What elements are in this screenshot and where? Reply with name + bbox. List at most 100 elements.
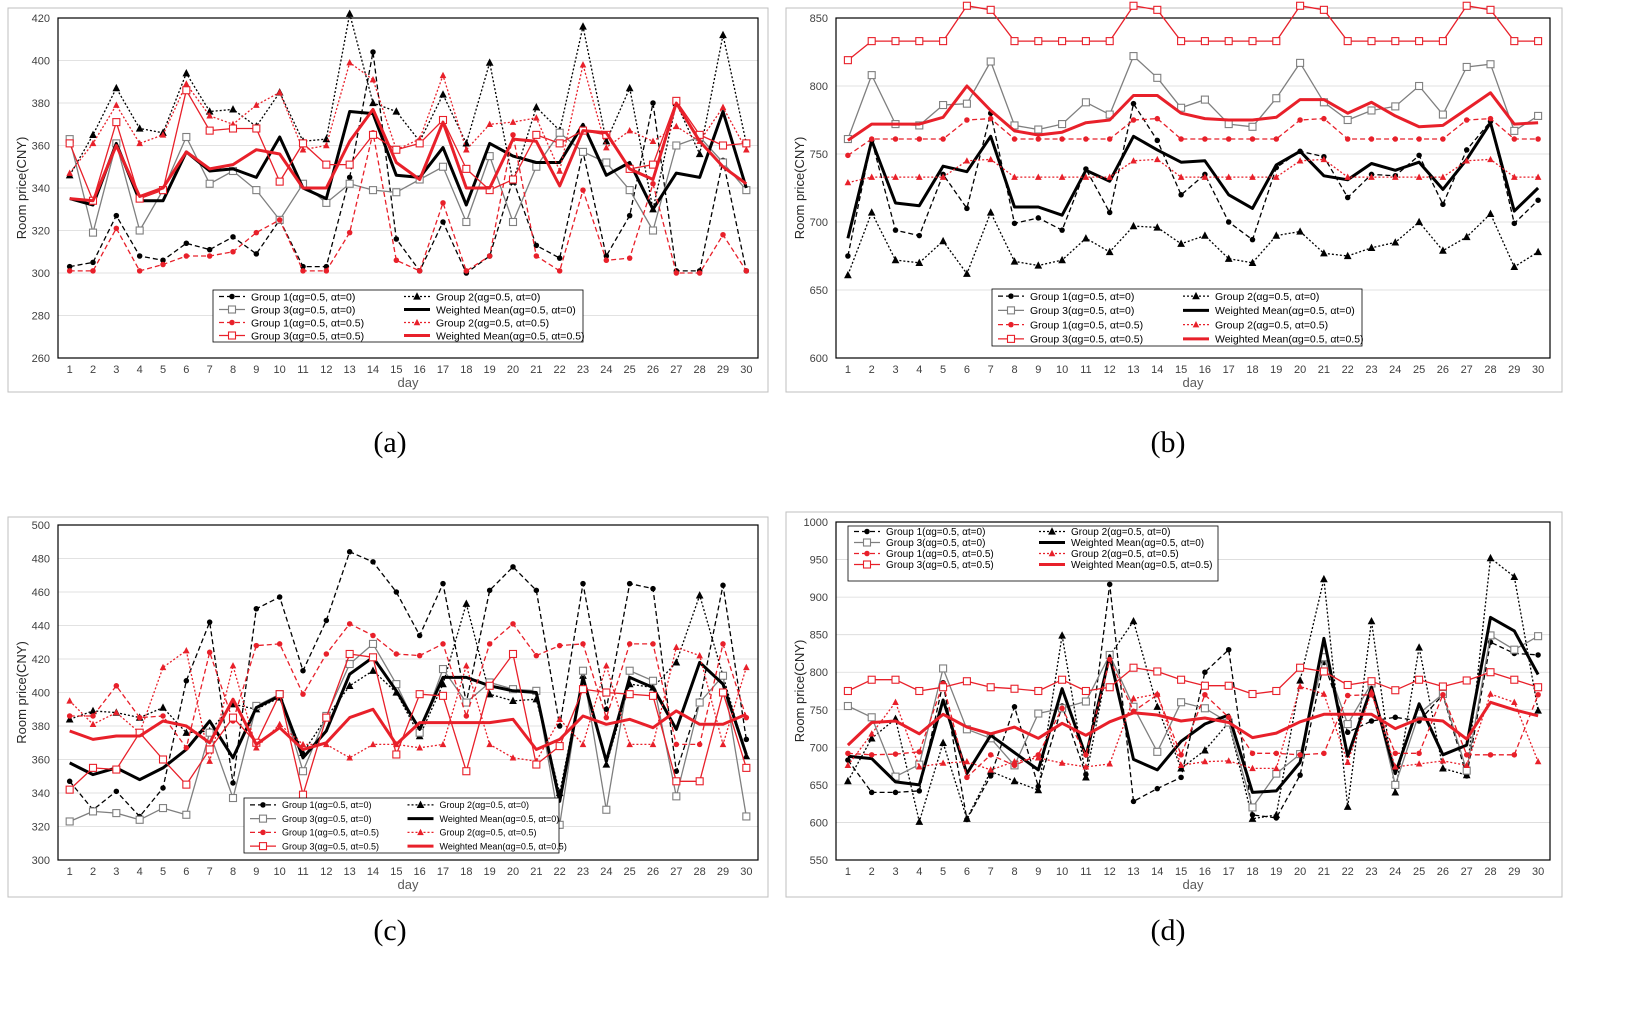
x-tick-label: 28 <box>1484 866 1496 878</box>
marker-triangle <box>1034 785 1043 794</box>
y-tick-label: 480 <box>32 554 50 566</box>
marker-square <box>65 785 74 794</box>
marker-dot <box>346 174 353 181</box>
marker-dot <box>720 232 726 238</box>
marker-dot <box>1368 718 1375 724</box>
marker-triangle <box>66 169 73 176</box>
marker-square <box>867 71 876 80</box>
x-tick-label: 28 <box>694 866 706 878</box>
marker-dot <box>533 253 540 259</box>
legend-box <box>991 288 1363 347</box>
legend-label: Group 2(αg=0.5, αt=0.5) <box>1215 319 1328 331</box>
marker-triangle <box>1415 643 1423 651</box>
marker-square <box>1177 675 1186 684</box>
panel-label: (b) <box>1151 426 1186 459</box>
marker-dot <box>1535 692 1541 698</box>
marker-dot <box>510 132 516 138</box>
series-line <box>69 697 747 751</box>
marker-triangle <box>182 728 191 736</box>
x-tick-label: 21 <box>1318 364 1330 376</box>
x-axis-label: day <box>398 877 419 892</box>
marker-square <box>1058 120 1067 129</box>
marker-square <box>891 37 900 46</box>
marker-square <box>205 745 214 754</box>
marker-triangle <box>1106 760 1113 767</box>
marker-square <box>578 666 588 675</box>
x-tick-label: 19 <box>484 866 496 878</box>
marker-dot <box>113 788 120 795</box>
marker-dot <box>346 549 353 555</box>
marker-triangle <box>868 173 875 180</box>
x-tick-label: 7 <box>988 364 994 376</box>
marker-dot <box>892 789 899 796</box>
marker-triangle <box>345 9 354 17</box>
marker-triangle <box>346 59 353 66</box>
marker-dot <box>650 100 656 106</box>
series-line <box>69 132 747 234</box>
marker-square <box>462 164 471 173</box>
marker-square <box>1534 683 1543 692</box>
marker-square <box>718 141 728 150</box>
marker-dot <box>1392 714 1399 721</box>
x-axis-label: day <box>398 375 419 390</box>
marker-dot <box>66 713 73 719</box>
marker-dot <box>160 785 166 791</box>
x-tick-label: 18 <box>1246 866 1258 878</box>
marker-square <box>252 124 261 133</box>
marker-triangle <box>439 740 447 748</box>
marker-dot <box>370 559 376 565</box>
marker-dot <box>183 240 190 246</box>
marker-dot <box>1249 136 1256 142</box>
marker-dot <box>1344 136 1351 142</box>
marker-square <box>205 728 214 737</box>
marker-dot <box>556 255 563 261</box>
marker-triangle <box>1106 173 1113 180</box>
marker-dot <box>603 253 610 259</box>
marker-triangle <box>915 258 924 266</box>
marker-square <box>648 676 658 685</box>
marker-square <box>555 139 564 148</box>
marker-dot <box>440 641 446 647</box>
marker-square <box>275 177 284 186</box>
x-tick-label: 10 <box>274 364 286 376</box>
marker-triangle <box>509 754 517 761</box>
marker-square <box>275 690 284 699</box>
marker-dot <box>1344 194 1351 201</box>
x-tick-label: 9 <box>253 866 259 878</box>
marker-square <box>1153 747 1162 756</box>
marker-triangle <box>89 706 97 715</box>
plot-area <box>57 524 759 861</box>
marker-triangle <box>672 658 681 666</box>
marker-dot <box>1297 752 1303 758</box>
x-tick-label: 16 <box>414 364 426 376</box>
marker-square <box>1058 675 1067 684</box>
marker-triangle <box>1320 690 1328 697</box>
x-tick-label: 9 <box>253 364 259 376</box>
x-tick-label: 5 <box>940 364 946 376</box>
series-group <box>65 9 751 276</box>
marker-dot <box>1059 227 1065 233</box>
x-tick-label: 25 <box>1413 364 1425 376</box>
marker-dot <box>229 293 235 300</box>
marker-dot <box>533 652 540 659</box>
marker-dot <box>845 253 851 259</box>
marker-square <box>1510 645 1519 654</box>
marker-triangle <box>1320 574 1328 583</box>
x-tick-label: 24 <box>1389 866 1401 878</box>
marker-square <box>986 683 995 692</box>
marker-triangle <box>1511 173 1518 180</box>
marker-dot <box>1083 752 1089 758</box>
marker-dot <box>580 187 586 193</box>
x-tick-label: 26 <box>647 866 659 878</box>
marker-square <box>322 160 331 169</box>
legend-label: Group 1(αg=0.5, αt=0) <box>886 527 985 538</box>
legend-label: Group 1(αg=0.5, αt=0.5) <box>251 317 364 329</box>
panel-label: (d) <box>1151 914 1186 947</box>
legend-label: Weighted Mean(αg=0.5, αt=0) <box>436 304 576 316</box>
marker-dot <box>603 706 610 712</box>
x-tick-label: 3 <box>892 866 898 878</box>
x-tick-label: 24 <box>600 364 612 376</box>
x-tick-label: 23 <box>1365 364 1377 376</box>
series-line <box>847 158 1539 184</box>
marker-triangle <box>1320 249 1328 257</box>
